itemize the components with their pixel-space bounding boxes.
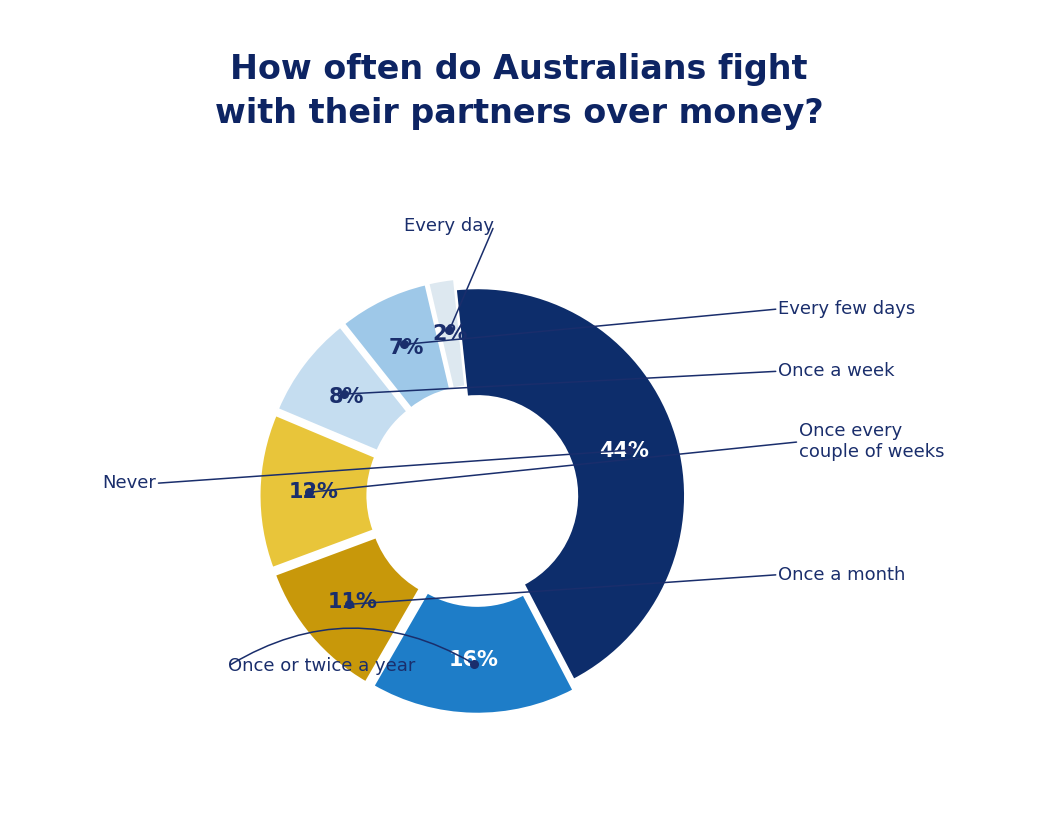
Text: 2%: 2%	[433, 324, 468, 344]
Text: Every day: Every day	[404, 217, 494, 235]
Text: Once or twice a year: Once or twice a year	[228, 657, 416, 675]
Text: Never: Never	[102, 474, 156, 492]
Text: Every few days: Every few days	[778, 300, 916, 318]
Wedge shape	[456, 288, 685, 680]
Text: 11%: 11%	[327, 591, 377, 612]
Text: 16%: 16%	[449, 649, 499, 670]
Wedge shape	[278, 327, 407, 451]
Text: Once every
couple of weeks: Once every couple of weeks	[799, 423, 945, 461]
Text: 12%: 12%	[289, 482, 338, 502]
Wedge shape	[344, 284, 450, 409]
Text: 8%: 8%	[329, 387, 364, 406]
Text: 7%: 7%	[388, 338, 424, 358]
Text: 44%: 44%	[600, 441, 650, 461]
Text: Once a month: Once a month	[778, 566, 906, 584]
Wedge shape	[260, 415, 376, 568]
Wedge shape	[374, 592, 573, 713]
Text: Once a week: Once a week	[778, 362, 895, 380]
Wedge shape	[275, 537, 419, 682]
Wedge shape	[429, 279, 465, 388]
Text: How often do Australians fight
with their partners over money?: How often do Australians fight with thei…	[215, 53, 823, 129]
